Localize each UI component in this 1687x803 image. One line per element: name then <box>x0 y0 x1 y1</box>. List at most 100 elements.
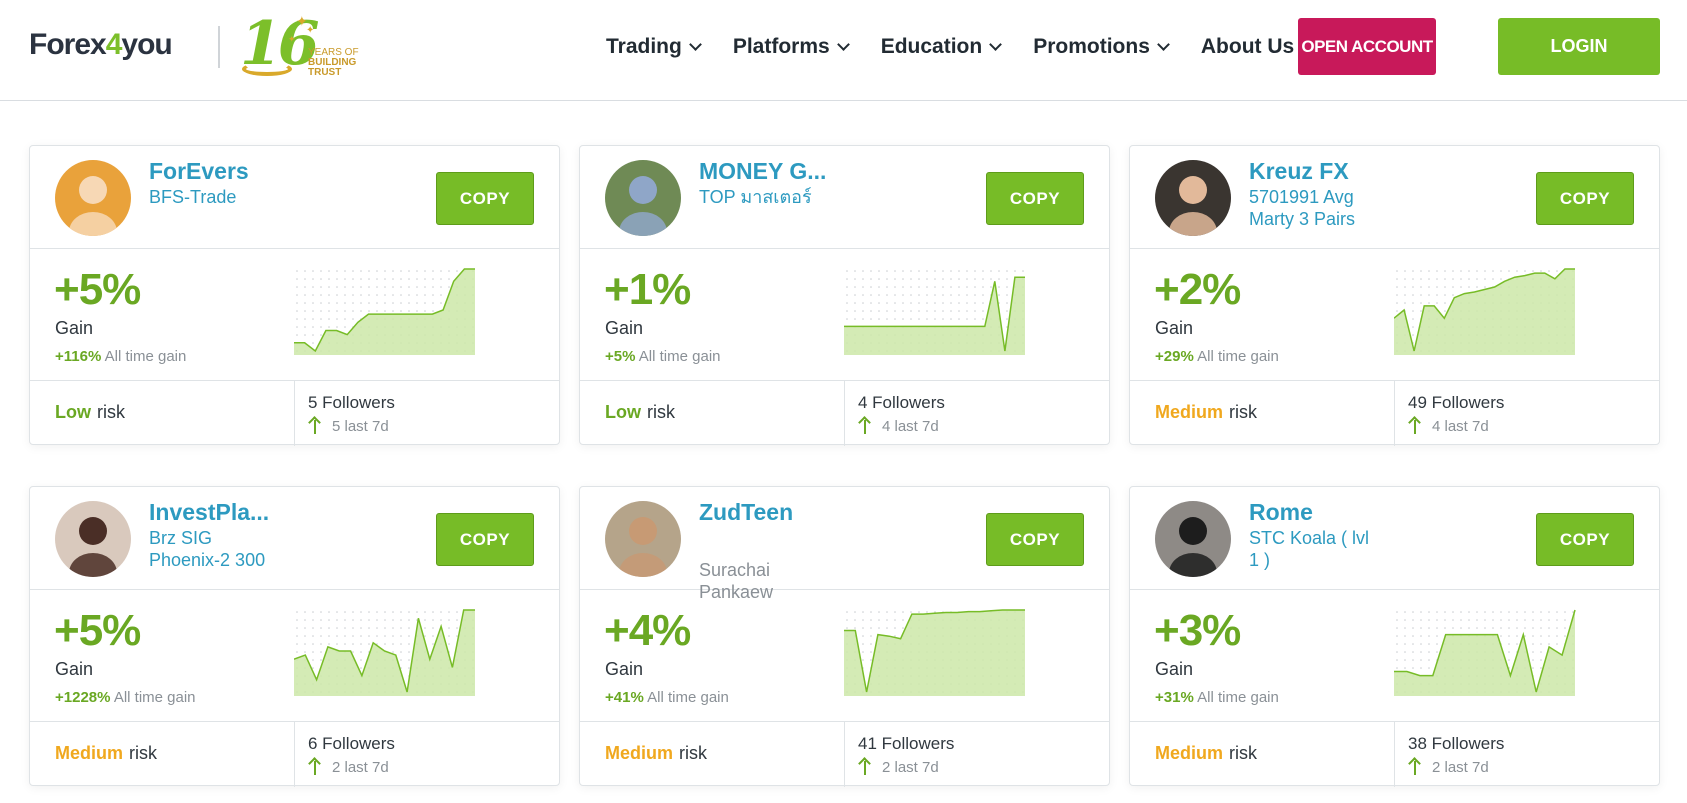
forex4you-logo[interactable]: Forex4you <box>29 28 173 61</box>
divider <box>844 381 845 446</box>
trader-card-header: Kreuz FX 5701991 Avg Marty 3 Pairs COPY <box>1130 146 1659 249</box>
strategy-line: TOP มาสเตอร์ <box>699 187 812 207</box>
copy-button[interactable]: COPY <box>436 172 534 225</box>
gain-section: +4% Gain +41% All time gain <box>580 590 1109 722</box>
strategy-line: Surachai <box>699 560 771 580</box>
stats-section: Medium risk 6 Followers 2 last 7d <box>30 722 559 787</box>
avatar[interactable] <box>1155 501 1231 577</box>
stats-section: Medium risk 38 Followers 2 last 7d <box>1130 722 1659 787</box>
divider <box>1394 381 1395 446</box>
chevron-down-icon <box>836 37 850 51</box>
strategy-line: BFS-Trade <box>149 187 237 207</box>
trader-name[interactable]: InvestPla... <box>149 499 270 525</box>
logo-divider <box>218 26 220 68</box>
strategy-line: Marty 3 Pairs <box>1249 209 1356 229</box>
chevron-down-icon <box>688 37 702 51</box>
followers-count: 6 Followers <box>308 734 395 753</box>
avatar[interactable] <box>605 501 681 577</box>
performance-sparkline <box>1394 609 1576 696</box>
avatar-image <box>1155 501 1231 577</box>
stats-section: Medium risk 49 Followers 4 last 7d <box>1130 381 1659 446</box>
trader-card[interactable]: ForEvers BFS-Trade COPY +5% Gain +116% All ti… <box>29 145 560 446</box>
gain-section: +2% Gain +29% All time gain <box>1130 249 1659 381</box>
arrow-up-icon <box>1408 758 1422 776</box>
sparkline-line <box>1394 609 1576 693</box>
trader-name[interactable]: MONEY G... <box>699 158 827 184</box>
followers-count: 5 Followers <box>308 393 395 412</box>
performance-sparkline <box>1394 268 1575 355</box>
trader-card-header: InvestPla... Brz SIG Phoenix-2 300 COPY <box>30 487 559 590</box>
avatar-image <box>605 501 681 577</box>
trader-card[interactable]: Kreuz FX 5701991 Avg Marty 3 Pairs COPY +2% G… <box>1129 145 1660 446</box>
sparkline-area <box>1394 610 1575 696</box>
trader-name[interactable]: ZudTeen <box>699 499 794 525</box>
followers-last-7d: 5 last 7d <box>308 417 389 435</box>
performance-sparkline <box>844 609 1025 696</box>
strategy-name[interactable]: Surachai Pankaew <box>699 559 859 603</box>
copy-button[interactable]: COPY <box>1536 513 1634 566</box>
avatar[interactable] <box>1155 160 1231 236</box>
copy-button[interactable]: COPY <box>436 513 534 566</box>
arrow-up-icon <box>1408 417 1422 435</box>
trader-card[interactable]: InvestPla... Brz SIG Phoenix-2 300 COPY +5% G… <box>29 486 560 787</box>
sparkline-line <box>844 276 1025 352</box>
copy-button[interactable]: COPY <box>986 172 1084 225</box>
sparkline-area <box>294 610 475 696</box>
avatar[interactable] <box>55 501 131 577</box>
strategy-name[interactable]: TOP มาสเตอร์ <box>699 186 859 208</box>
avatar[interactable] <box>55 160 131 236</box>
stats-section: Low risk 5 Followers 5 last 7d <box>30 381 559 446</box>
copy-button[interactable]: COPY <box>1536 172 1634 225</box>
stats-section: Medium risk 41 Followers 2 last 7d <box>580 722 1109 787</box>
divider <box>294 722 295 787</box>
badge-star-icon: ✦ <box>306 25 315 36</box>
arrow-up-icon <box>858 417 872 435</box>
all-time-gain: +5% All time gain <box>605 348 721 365</box>
trader-card[interactable]: ZudTeen Surachai Pankaew COPY +4% Gain +41% Al… <box>579 486 1110 787</box>
chevron-down-icon <box>989 37 1003 51</box>
gain-label: Gain <box>605 659 644 679</box>
all-time-gain: +29% All time gain <box>1155 348 1279 365</box>
divider <box>294 381 295 446</box>
nav-promotions[interactable]: Promotions <box>1033 32 1170 62</box>
gain-label: Gain <box>55 318 94 338</box>
strategy-line: 5701991 Avg <box>1249 187 1354 207</box>
avatar[interactable] <box>605 160 681 236</box>
strategy-name[interactable]: STC Koala ( lvl 1 ) <box>1249 527 1409 571</box>
nav-education[interactable]: Education <box>881 32 1003 62</box>
followers-last-7d: 2 last 7d <box>858 758 939 776</box>
badge-star-icon: ✦ <box>288 34 296 44</box>
sparkline-area <box>1394 269 1575 355</box>
trader-card[interactable]: MONEY G... TOP มาสเตอร์ COPY +1% Gain +5% All… <box>579 145 1110 446</box>
open-account-button[interactable]: OPEN ACCOUNT <box>1298 18 1436 75</box>
performance-sparkline <box>294 609 475 696</box>
main-nav: Trading Platforms Education Promotions A… <box>606 32 1345 62</box>
copy-button[interactable]: COPY <box>986 513 1084 566</box>
trader-card[interactable]: Rome STC Koala ( lvl 1 ) COPY +3% Gain +31% Al… <box>1129 486 1660 787</box>
gain-label: Gain <box>605 318 644 338</box>
strategy-name[interactable]: 5701991 Avg Marty 3 Pairs <box>1249 186 1409 230</box>
strategy-line: Brz SIG <box>149 528 213 548</box>
risk-level: Medium risk <box>605 743 708 763</box>
nav-trading[interactable]: Trading <box>606 32 702 62</box>
trader-card-header: Rome STC Koala ( lvl 1 ) COPY <box>1130 487 1659 590</box>
strategy-name[interactable]: Brz SIG Phoenix-2 300 <box>149 527 309 571</box>
followers-last-7d: 4 last 7d <box>1408 417 1489 435</box>
followers-count: 41 Followers <box>858 734 955 753</box>
avatar-image <box>55 501 131 577</box>
strategy-name[interactable]: BFS-Trade <box>149 186 309 208</box>
followers-last-7d: 2 last 7d <box>1408 758 1489 776</box>
risk-level: Medium risk <box>1155 743 1258 763</box>
login-button[interactable]: LOGIN <box>1498 18 1660 75</box>
trader-name[interactable]: ForEvers <box>149 158 249 184</box>
avatar-image <box>605 160 681 236</box>
avatar-image <box>55 160 131 236</box>
arrow-up-icon <box>308 758 322 776</box>
nav-platforms[interactable]: Platforms <box>733 32 850 62</box>
avatar-image <box>1155 160 1231 236</box>
trader-name[interactable]: Kreuz FX <box>1249 158 1349 184</box>
nav-about-us[interactable]: About Us <box>1201 32 1315 62</box>
chevron-down-icon <box>1157 37 1170 51</box>
all-time-gain: +41% All time gain <box>605 689 729 706</box>
trader-name[interactable]: Rome <box>1249 499 1313 525</box>
